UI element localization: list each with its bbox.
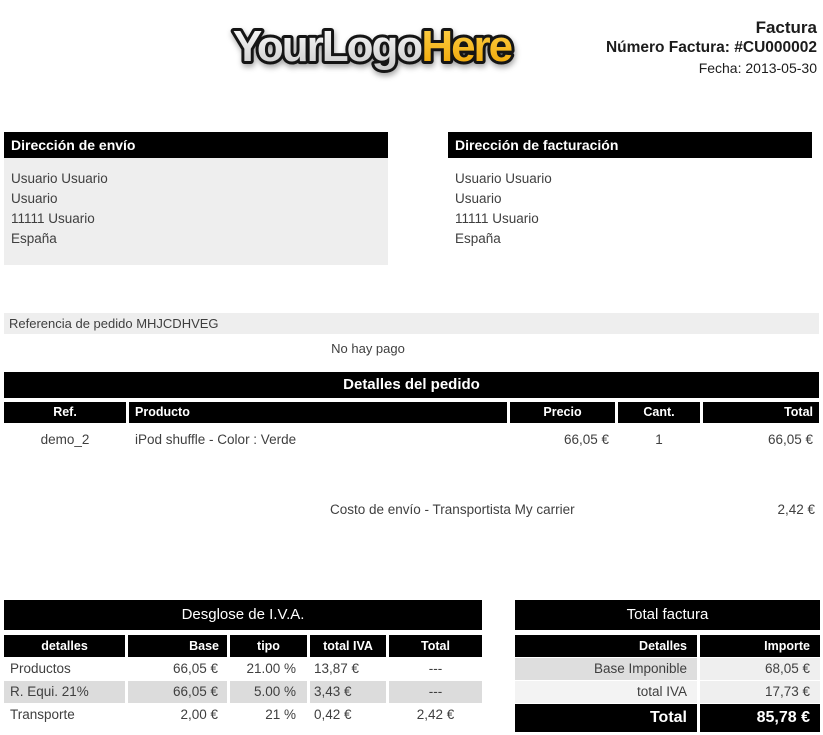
svg-text:YourLogoHere: YourLogoHere (233, 22, 512, 71)
payment-status: No hay pago (331, 341, 405, 356)
logo-text-light: YourLogo (233, 22, 423, 71)
invoice-date: Fecha: 2013-05-30 (698, 60, 817, 76)
vat-column-total: Total (389, 635, 482, 657)
total-row-vat: total IVA 17,73 € (515, 681, 820, 703)
vat-row-label: Productos (10, 661, 71, 676)
column-header-qty: Cant. (618, 402, 700, 423)
product-name: iPod shuffle - Color : Verde (135, 432, 297, 447)
shipping-address-line: 11111 Usuario (11, 211, 95, 226)
shipping-cost-row: Costo de envío - Transportista My carrie… (4, 499, 819, 521)
grand-total-row: Total 85,78 € (515, 704, 820, 732)
order-reference-bar: Referencia de pedido MHJCDHVEG (4, 313, 819, 334)
vat-row-label: Transporte (10, 707, 75, 722)
invoice-total-title: Total factura (515, 600, 820, 630)
grand-total-label: Total (515, 704, 697, 732)
total-row-base: Base Imponible 68,05 € (515, 658, 820, 680)
vat-row-total: 2,42 € (416, 707, 455, 722)
total-row-amount: 17,73 € (700, 681, 820, 703)
order-details-table: Detalles del pedido Ref. Producto Precio… (4, 372, 819, 451)
total-row-amount: 68,05 € (700, 658, 820, 680)
vat-row-amount: 0,42 € (314, 707, 352, 722)
billing-address-line: Usuario (455, 191, 502, 206)
column-header-ref: Ref. (4, 402, 126, 423)
logo-text-yellow: Here (421, 22, 511, 71)
vat-column-vat: total IVA (310, 635, 386, 657)
vat-row-label: R. Equi. 21% (4, 681, 125, 703)
total-column-amount: Importe (700, 635, 820, 657)
invoice-number: Número Factura: #CU000002 (605, 39, 817, 56)
vat-row-transport: Transporte 2,00 € 21 % 0,42 € 2,42 € (4, 704, 482, 726)
logo: YourLogoHere (222, 6, 522, 84)
vat-row-amount: 3,43 € (310, 681, 386, 703)
grand-total-amount: 85,78 € (700, 704, 820, 732)
billing-address-body: Usuario Usuario Usuario 11111 Usuario Es… (448, 158, 812, 265)
invoice-total-table: Total factura Detalles Importe Base Impo… (515, 600, 820, 732)
shipping-address-body: Usuario Usuario Usuario 11111 Usuario Es… (4, 158, 388, 265)
shipping-cost-amount: 2,42 € (777, 502, 815, 517)
column-header-total: Total (703, 402, 819, 423)
shipping-address-block: Dirección de envío Usuario Usuario Usuar… (4, 132, 388, 265)
vat-row-equivalence: R. Equi. 21% 66,05 € 5.00 % 3,43 € --- (4, 681, 482, 703)
billing-address-title: Dirección de facturación (448, 132, 812, 158)
vat-row-rate: 21 % (265, 707, 296, 722)
vat-breakdown-table: Desglose de I.V.A. detalles Base tipo to… (4, 600, 482, 726)
vat-row-rate: 21.00 % (246, 661, 296, 676)
product-ref: demo_2 (40, 432, 90, 447)
vat-row-products: Productos 66,05 € 21.00 % 13,87 € --- (4, 658, 482, 680)
total-column-details: Detalles (515, 635, 697, 657)
product-total: 66,05 € (767, 432, 813, 447)
vat-column-details: detalles (4, 635, 125, 657)
logo-image: YourLogoHere (230, 19, 517, 74)
product-row: demo_2 iPod shuffle - Color : Verde 66,0… (4, 429, 819, 451)
shipping-address-line: Usuario Usuario (11, 171, 108, 186)
document-header: Factura Número Factura: #CU000002 Fecha:… (606, 18, 817, 78)
shipping-address-line: España (11, 231, 57, 246)
vat-row-rate: 5.00 % (230, 681, 307, 703)
vat-row-total: --- (428, 661, 443, 676)
billing-address-line: 11111 Usuario (455, 211, 539, 226)
document-title: Factura (755, 18, 817, 37)
vat-row-base: 66,05 € (128, 681, 227, 703)
shipping-address-line: Usuario (11, 191, 58, 206)
total-row-label: Base Imponible (515, 658, 697, 680)
order-details-header-row: Ref. Producto Precio Cant. Total (4, 402, 819, 423)
total-row-label: total IVA (515, 681, 697, 703)
vat-row-base: 2,00 € (180, 707, 218, 722)
billing-address-line: Usuario Usuario (455, 171, 552, 186)
vat-breakdown-title: Desglose de I.V.A. (4, 600, 482, 630)
column-header-price: Precio (510, 402, 615, 423)
product-price: 66,05 € (563, 432, 609, 447)
column-header-product: Producto (129, 402, 507, 423)
order-details-title: Detalles del pedido (4, 372, 819, 398)
vat-column-rate: tipo (230, 635, 307, 657)
shipping-cost-label: Costo de envío - Transportista My carrie… (330, 502, 575, 517)
vat-row-amount: 13,87 € (314, 661, 360, 676)
billing-address-block: Dirección de facturación Usuario Usuario… (448, 132, 812, 265)
invoice-total-header-row: Detalles Importe (515, 635, 820, 657)
product-qty: 1 (655, 432, 663, 447)
shipping-address-title: Dirección de envío (4, 132, 388, 158)
vat-row-base: 66,05 € (172, 661, 218, 676)
vat-column-base: Base (128, 635, 227, 657)
vat-header-row: detalles Base tipo total IVA Total (4, 635, 482, 657)
vat-row-total: --- (389, 681, 482, 703)
billing-address-line: España (455, 231, 501, 246)
